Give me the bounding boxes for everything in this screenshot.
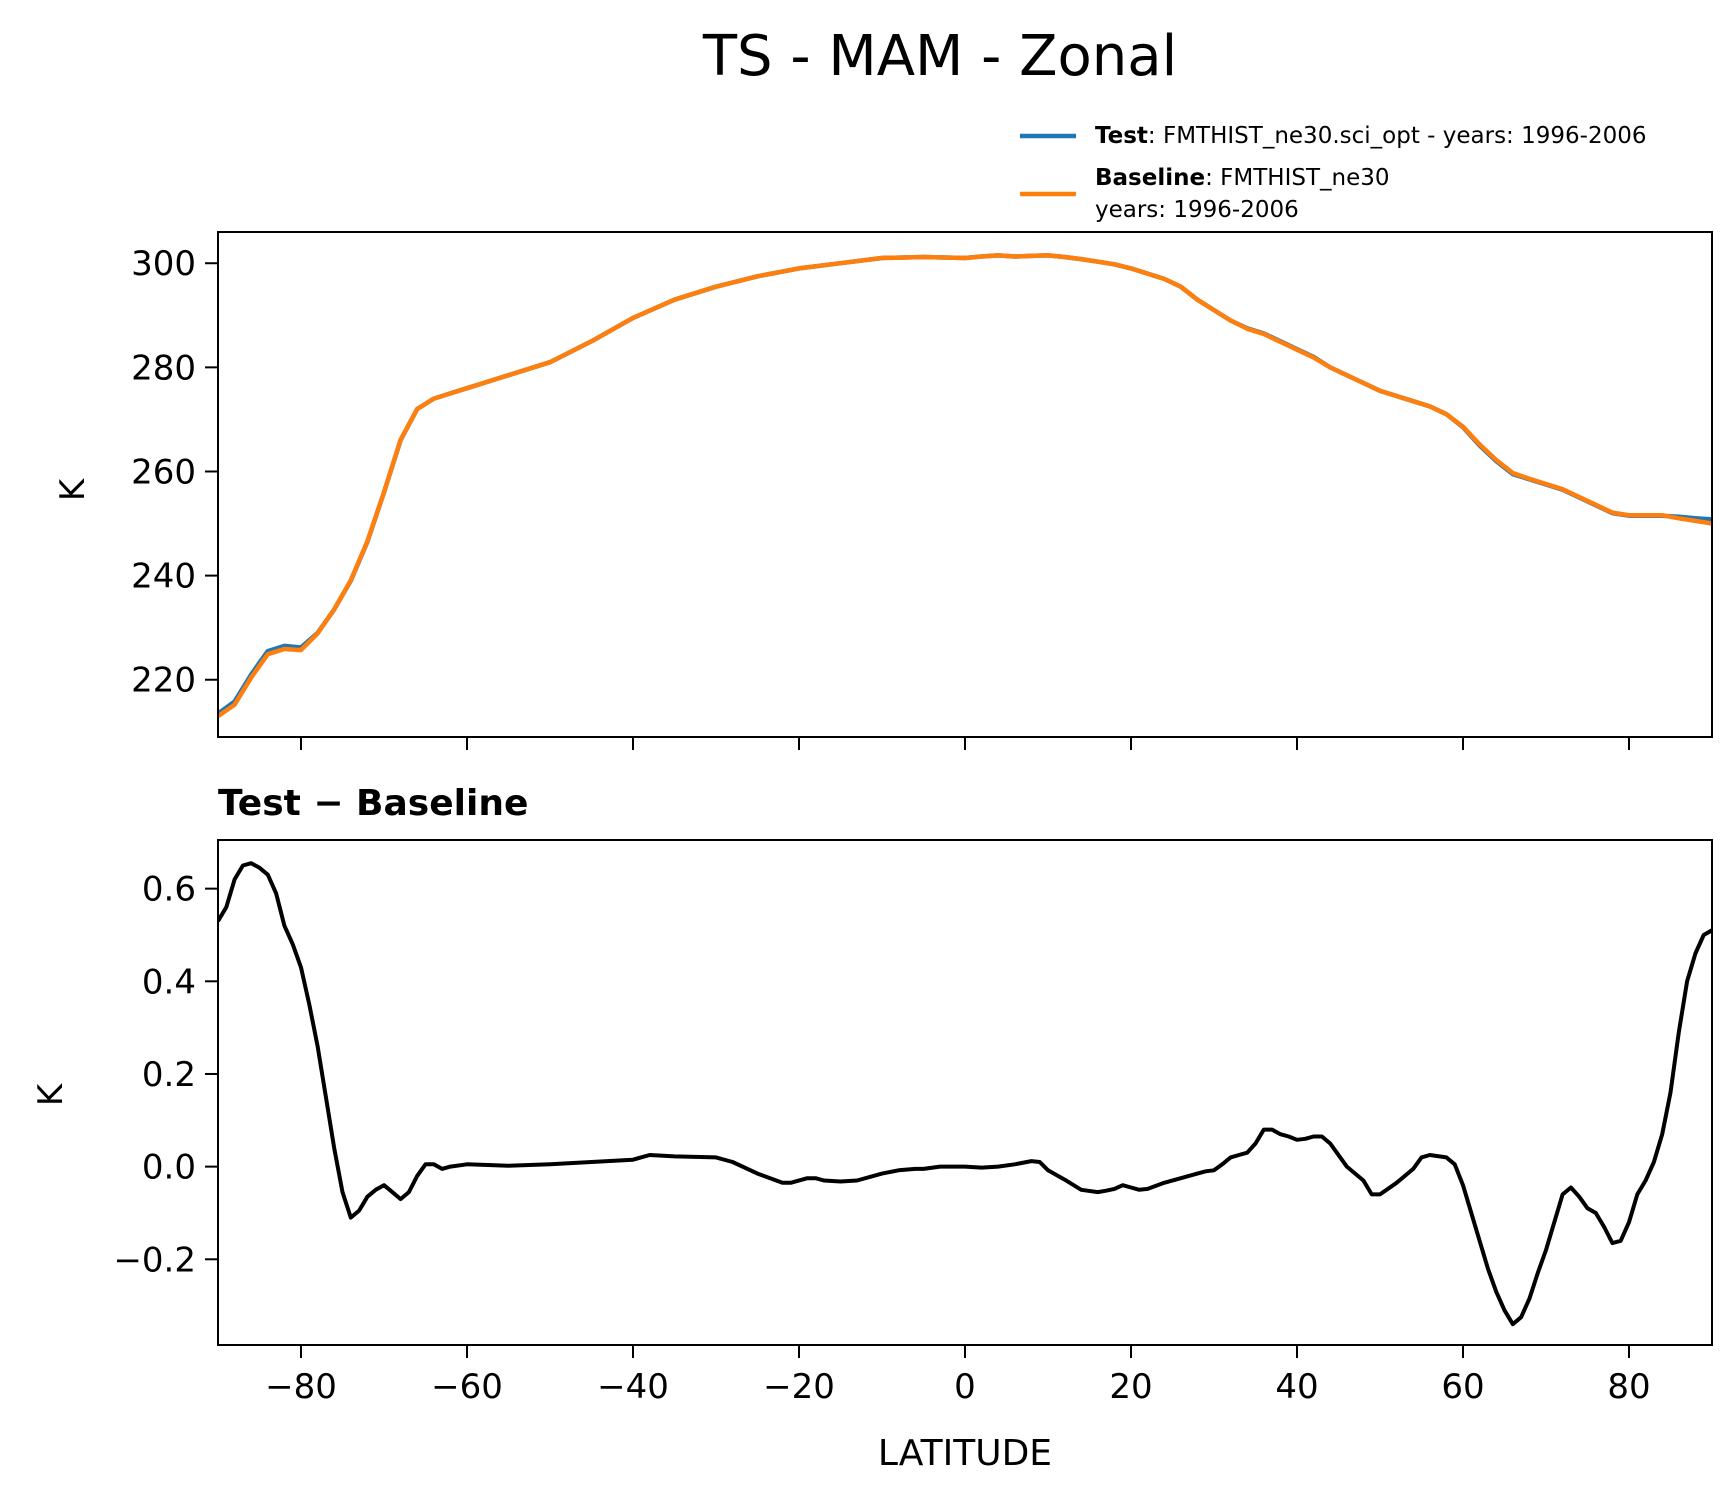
bottom-xtick-label: −20 xyxy=(763,1367,835,1407)
legend-label-test: Test: FMTHIST_ne30.sci_opt - years: 1996… xyxy=(1095,123,1647,149)
top-ytick-label: 240 xyxy=(131,557,196,597)
top-ytick-label: 260 xyxy=(131,452,196,492)
top-ytick-label: 220 xyxy=(131,661,196,701)
bottom-xtick-label: −80 xyxy=(265,1367,337,1407)
bottom-ytick-label: −0.2 xyxy=(113,1240,196,1280)
bottom-ytick-label: 0.6 xyxy=(142,870,196,910)
legend-label-baseline: Baseline: FMTHIST_ne30 xyxy=(1095,165,1390,191)
series-line-difference xyxy=(218,861,1712,1327)
top-panel-ticks: 220 240 260 280 300 xyxy=(131,244,1630,750)
legend-label-baseline-name: Baseline xyxy=(1095,165,1205,191)
bottom-panel: Test − Baseline −80 −60 −40 −20 0 20 40 60 80 −0.… xyxy=(31,783,1713,1474)
bottom-xtick-label: 0 xyxy=(954,1367,976,1407)
bottom-xtick-label: −60 xyxy=(431,1367,503,1407)
legend-label-test-detail: : FMTHIST_ne30.sci_opt - years: 1996-200… xyxy=(1148,123,1647,149)
top-panel-ylabel: K xyxy=(53,477,93,501)
legend-label-baseline-detail: : FMTHIST_ne30 xyxy=(1205,165,1389,191)
bottom-xtick-label: −40 xyxy=(597,1367,669,1407)
bottom-panel-lines xyxy=(218,861,1712,1327)
top-panel-lines xyxy=(218,253,1712,719)
bottom-xtick-label: 80 xyxy=(1607,1367,1650,1407)
bottom-xtick-label: 60 xyxy=(1441,1367,1484,1407)
top-ytick-label: 280 xyxy=(131,348,196,388)
bottom-xtick-label: 20 xyxy=(1109,1367,1152,1407)
top-ytick-label: 300 xyxy=(131,244,196,284)
legend-label-baseline-years: years: 1996-2006 xyxy=(1095,197,1299,223)
series-line-baseline xyxy=(218,253,1712,719)
top-panel: 220 240 260 280 300 K xyxy=(53,231,1713,750)
bottom-ytick-label: 0.4 xyxy=(142,962,196,1002)
bottom-panel-ylabel: K xyxy=(31,1082,71,1106)
bottom-panel-title: Test − Baseline xyxy=(218,783,528,824)
legend-label-test-name: Test xyxy=(1095,123,1148,149)
bottom-ytick-label: 0.0 xyxy=(142,1148,196,1188)
bottom-panel-ticks: −80 −60 −40 −20 0 20 40 60 80 −0.2 0.0 0.2 0.4 0.6 xyxy=(113,870,1650,1407)
bottom-ytick-label: 0.2 xyxy=(142,1055,196,1095)
bottom-panel-xlabel: LATITUDE xyxy=(878,1433,1052,1474)
bottom-xtick-label: 40 xyxy=(1275,1367,1318,1407)
chart-title: TS - MAM - Zonal xyxy=(702,24,1177,89)
legend: Test: FMTHIST_ne30.sci_opt - years: 1996… xyxy=(1020,123,1647,223)
